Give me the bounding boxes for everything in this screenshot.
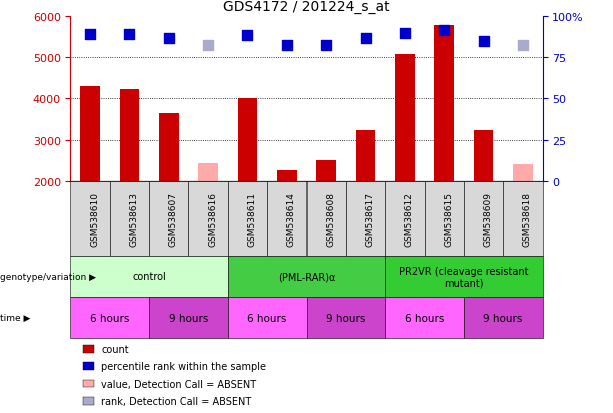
Text: 6 hours: 6 hours bbox=[405, 313, 444, 323]
Bar bbox=[199, 163, 218, 182]
Text: 9 hours: 9 hours bbox=[326, 313, 365, 323]
Text: GSM538610: GSM538610 bbox=[90, 192, 99, 246]
Point bbox=[124, 32, 134, 38]
Text: 6 hours: 6 hours bbox=[248, 313, 287, 323]
Text: GSM538612: GSM538612 bbox=[405, 192, 414, 246]
Bar bbox=[159, 114, 178, 182]
Text: time ▶: time ▶ bbox=[0, 313, 31, 323]
Text: count: count bbox=[101, 344, 129, 354]
Text: GSM538611: GSM538611 bbox=[248, 192, 256, 246]
Bar bbox=[316, 161, 336, 182]
Point bbox=[360, 36, 370, 43]
Point bbox=[518, 42, 528, 49]
Point bbox=[243, 32, 253, 39]
Bar bbox=[277, 170, 297, 182]
Point bbox=[479, 38, 489, 45]
Text: rank, Detection Call = ABSENT: rank, Detection Call = ABSENT bbox=[101, 396, 251, 406]
Text: 9 hours: 9 hours bbox=[484, 313, 523, 323]
Text: PR2VR (cleavage resistant
mutant): PR2VR (cleavage resistant mutant) bbox=[399, 266, 528, 287]
Text: 6 hours: 6 hours bbox=[90, 313, 129, 323]
Bar bbox=[120, 90, 139, 182]
Bar bbox=[356, 131, 375, 182]
Text: (PML-RAR)α: (PML-RAR)α bbox=[278, 272, 335, 282]
Text: GSM538615: GSM538615 bbox=[444, 192, 453, 246]
Text: 9 hours: 9 hours bbox=[169, 313, 208, 323]
Bar bbox=[435, 26, 454, 182]
Title: GDS4172 / 201224_s_at: GDS4172 / 201224_s_at bbox=[223, 0, 390, 14]
Text: genotype/variation ▶: genotype/variation ▶ bbox=[0, 272, 96, 281]
Text: GSM538607: GSM538607 bbox=[169, 192, 178, 246]
Bar bbox=[80, 87, 100, 182]
Point bbox=[321, 42, 331, 49]
Text: GSM538614: GSM538614 bbox=[287, 192, 296, 246]
Bar bbox=[474, 131, 493, 182]
Text: GSM538613: GSM538613 bbox=[129, 192, 139, 246]
Text: value, Detection Call = ABSENT: value, Detection Call = ABSENT bbox=[101, 379, 256, 389]
Point bbox=[164, 35, 173, 42]
Point bbox=[440, 28, 449, 34]
Bar bbox=[238, 99, 257, 182]
Text: GSM538616: GSM538616 bbox=[208, 192, 217, 246]
Text: control: control bbox=[132, 272, 166, 282]
Point bbox=[85, 32, 95, 38]
Point bbox=[400, 31, 409, 38]
Point bbox=[204, 43, 213, 49]
Text: GSM538608: GSM538608 bbox=[326, 192, 335, 246]
Bar bbox=[395, 55, 414, 182]
Bar bbox=[513, 164, 533, 182]
Text: GSM538609: GSM538609 bbox=[484, 192, 492, 246]
Text: GSM538618: GSM538618 bbox=[523, 192, 532, 246]
Text: percentile rank within the sample: percentile rank within the sample bbox=[101, 361, 266, 371]
Text: GSM538617: GSM538617 bbox=[365, 192, 375, 246]
Point bbox=[282, 42, 292, 49]
